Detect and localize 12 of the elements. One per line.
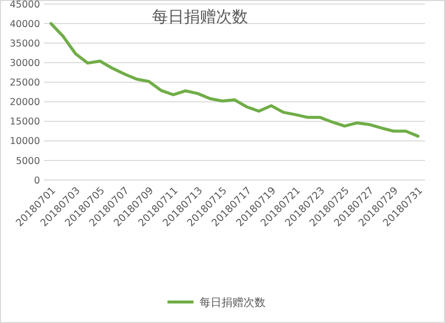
y-tick-label: 10000 — [10, 136, 40, 148]
legend-label: 每日捐赠次数 — [200, 296, 266, 309]
y-tick-label: 30000 — [10, 58, 40, 69]
y-tick-label: 0 — [34, 175, 40, 186]
y-tick-label: 25000 — [10, 78, 40, 89]
y-tick-label: 40000 — [10, 18, 40, 30]
y-tick-label: 20000 — [10, 97, 40, 108]
chart-title: 每日捐赠次数 — [152, 7, 248, 26]
y-tick-label: 5000 — [16, 156, 40, 167]
y-tick-label: 35000 — [10, 38, 40, 50]
y-tick-label: 45000 — [10, 0, 40, 10]
y-tick-label: 15000 — [10, 116, 40, 128]
